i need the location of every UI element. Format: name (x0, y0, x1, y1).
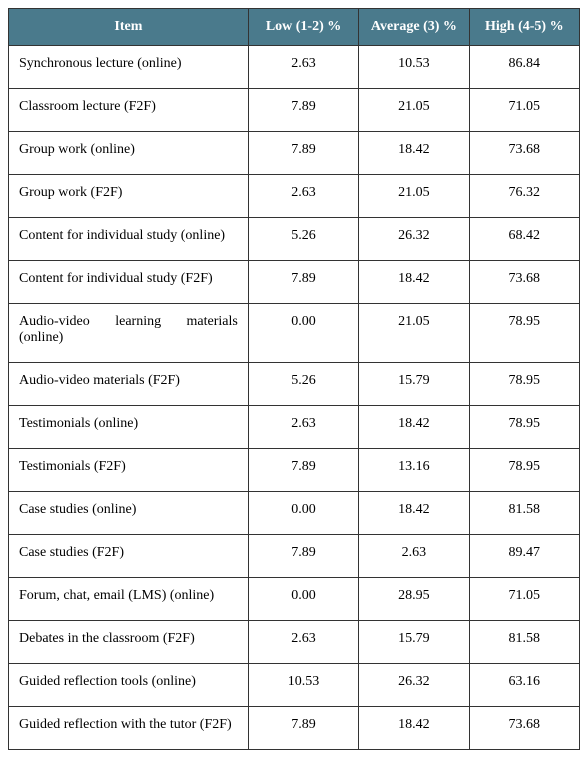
table-row: Group work (online) 7.89 18.42 73.68 (9, 132, 580, 175)
col-header-average: Average (3) % (359, 9, 469, 46)
cell-item: Guided reflection tools (online) (9, 664, 249, 707)
cell-low: 7.89 (248, 449, 358, 492)
cell-low: 5.26 (248, 363, 358, 406)
cell-low: 7.89 (248, 707, 358, 750)
cell-avg: 15.79 (359, 621, 469, 664)
cell-avg: 18.42 (359, 406, 469, 449)
col-header-item: Item (9, 9, 249, 46)
cell-avg: 18.42 (359, 492, 469, 535)
cell-avg: 18.42 (359, 707, 469, 750)
table-row: Debates in the classroom (F2F) 2.63 15.7… (9, 621, 580, 664)
cell-avg: 26.32 (359, 664, 469, 707)
cell-avg: 26.32 (359, 218, 469, 261)
cell-item: Audio-video learning materials (online) (9, 304, 249, 363)
table-row: Audio-video learning materials (online) … (9, 304, 580, 363)
cell-high: 76.32 (469, 175, 579, 218)
cell-avg: 18.42 (359, 261, 469, 304)
table-row: Case studies (online) 0.00 18.42 81.58 (9, 492, 580, 535)
cell-low: 2.63 (248, 175, 358, 218)
cell-high: 71.05 (469, 89, 579, 132)
cell-high: 68.42 (469, 218, 579, 261)
cell-low: 2.63 (248, 621, 358, 664)
cell-low: 0.00 (248, 578, 358, 621)
table-body: Synchronous lecture (online) 2.63 10.53 … (9, 46, 580, 750)
table-row: Synchronous lecture (online) 2.63 10.53 … (9, 46, 580, 89)
cell-item: Synchronous lecture (online) (9, 46, 249, 89)
col-header-high: High (4-5) % (469, 9, 579, 46)
cell-avg: 28.95 (359, 578, 469, 621)
cell-avg: 18.42 (359, 132, 469, 175)
cell-avg: 13.16 (359, 449, 469, 492)
cell-high: 73.68 (469, 132, 579, 175)
col-header-low: Low (1-2) % (248, 9, 358, 46)
table-row: Group work (F2F) 2.63 21.05 76.32 (9, 175, 580, 218)
cell-item: Case studies (online) (9, 492, 249, 535)
cell-high: 73.68 (469, 261, 579, 304)
cell-item: Testimonials (F2F) (9, 449, 249, 492)
cell-avg: 15.79 (359, 363, 469, 406)
cell-high: 73.68 (469, 707, 579, 750)
cell-high: 81.58 (469, 621, 579, 664)
table-row: Classroom lecture (F2F) 7.89 21.05 71.05 (9, 89, 580, 132)
table-row: Audio-video materials (F2F) 5.26 15.79 7… (9, 363, 580, 406)
cell-low: 0.00 (248, 304, 358, 363)
cell-low: 7.89 (248, 261, 358, 304)
cell-high: 78.95 (469, 449, 579, 492)
cell-avg: 21.05 (359, 304, 469, 363)
cell-avg: 21.05 (359, 175, 469, 218)
cell-low: 2.63 (248, 406, 358, 449)
cell-item: Debates in the classroom (F2F) (9, 621, 249, 664)
cell-high: 78.95 (469, 363, 579, 406)
cell-avg: 2.63 (359, 535, 469, 578)
cell-low: 7.89 (248, 535, 358, 578)
cell-low: 2.63 (248, 46, 358, 89)
table-row: Guided reflection tools (online) 10.53 2… (9, 664, 580, 707)
cell-high: 86.84 (469, 46, 579, 89)
cell-item: Content for individual study (F2F) (9, 261, 249, 304)
table-row: Case studies (F2F) 7.89 2.63 89.47 (9, 535, 580, 578)
cell-high: 78.95 (469, 304, 579, 363)
cell-low: 0.00 (248, 492, 358, 535)
cell-high: 89.47 (469, 535, 579, 578)
cell-item: Content for individual study (online) (9, 218, 249, 261)
cell-high: 81.58 (469, 492, 579, 535)
cell-high: 63.16 (469, 664, 579, 707)
table-row: Testimonials (online) 2.63 18.42 78.95 (9, 406, 580, 449)
cell-item: Forum, chat, email (LMS) (online) (9, 578, 249, 621)
cell-low: 7.89 (248, 89, 358, 132)
table-header: Item Low (1-2) % Average (3) % High (4-5… (9, 9, 580, 46)
cell-low: 7.89 (248, 132, 358, 175)
cell-item: Audio-video materials (F2F) (9, 363, 249, 406)
cell-item: Testimonials (online) (9, 406, 249, 449)
cell-low: 5.26 (248, 218, 358, 261)
table-row: Guided reflection with the tutor (F2F) 7… (9, 707, 580, 750)
cell-high: 78.95 (469, 406, 579, 449)
cell-avg: 21.05 (359, 89, 469, 132)
cell-item: Group work (F2F) (9, 175, 249, 218)
cell-high: 71.05 (469, 578, 579, 621)
cell-item: Guided reflection with the tutor (F2F) (9, 707, 249, 750)
data-table: Item Low (1-2) % Average (3) % High (4-5… (8, 8, 580, 750)
table-row: Forum, chat, email (LMS) (online) 0.00 2… (9, 578, 580, 621)
table-row: Content for individual study (online) 5.… (9, 218, 580, 261)
table-row: Content for individual study (F2F) 7.89 … (9, 261, 580, 304)
cell-low: 10.53 (248, 664, 358, 707)
cell-avg: 10.53 (359, 46, 469, 89)
table-row: Testimonials (F2F) 7.89 13.16 78.95 (9, 449, 580, 492)
cell-item: Group work (online) (9, 132, 249, 175)
cell-item: Case studies (F2F) (9, 535, 249, 578)
cell-item: Classroom lecture (F2F) (9, 89, 249, 132)
